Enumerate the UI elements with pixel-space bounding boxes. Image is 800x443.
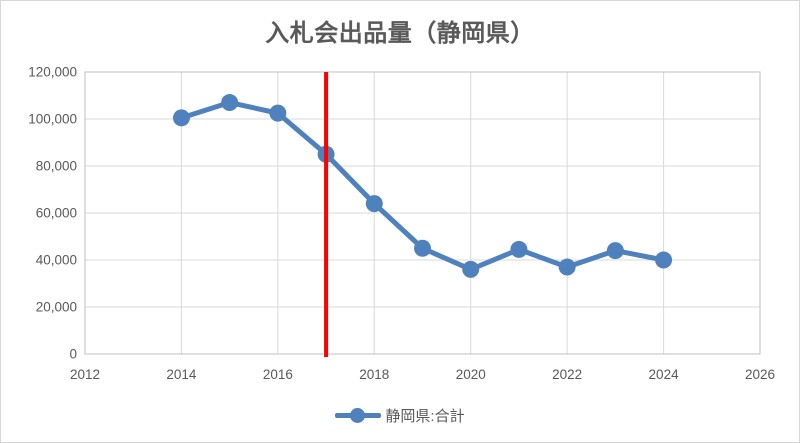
data-point-2014 xyxy=(172,109,190,127)
legend-series-label: 静岡県:合計 xyxy=(385,408,465,425)
data-point-2015 xyxy=(221,94,239,112)
data-point-2021 xyxy=(510,240,528,258)
x-tick-label: 2018 xyxy=(359,367,389,382)
x-tick-label: 2020 xyxy=(456,367,486,382)
x-tick-label: 2012 xyxy=(70,367,100,382)
x-tick-label: 2016 xyxy=(263,367,293,382)
y-tick-label: 60,000 xyxy=(36,206,77,221)
x-tick-label: 2026 xyxy=(745,367,775,382)
chart-title: 入札会出品量（静岡県） xyxy=(265,20,535,47)
data-point-2019 xyxy=(414,239,431,257)
data-point-2018 xyxy=(365,195,383,213)
y-tick-label: 120,000 xyxy=(28,65,77,80)
y-tick-label: 80,000 xyxy=(36,159,77,174)
y-tick-label: 20,000 xyxy=(36,300,77,315)
data-point-2022 xyxy=(558,258,576,276)
y-tick-label: 40,000 xyxy=(36,253,77,268)
y-tick-label: 100,000 xyxy=(28,112,77,127)
legend-series-marker-icon xyxy=(335,408,382,423)
legend-dot-icon xyxy=(350,408,366,423)
data-point-2023 xyxy=(606,242,624,260)
plot-border xyxy=(84,71,761,355)
data-point-2024 xyxy=(655,251,673,269)
data-point-2020 xyxy=(462,260,480,278)
legend: 静岡県:合計 xyxy=(1,405,799,426)
x-tick-label: 2024 xyxy=(649,367,680,382)
y-tick-label: 0 xyxy=(69,347,77,362)
x-tick-label: 2014 xyxy=(166,367,197,382)
x-tick-label: 2022 xyxy=(552,367,582,382)
data-point-2016 xyxy=(269,104,287,122)
